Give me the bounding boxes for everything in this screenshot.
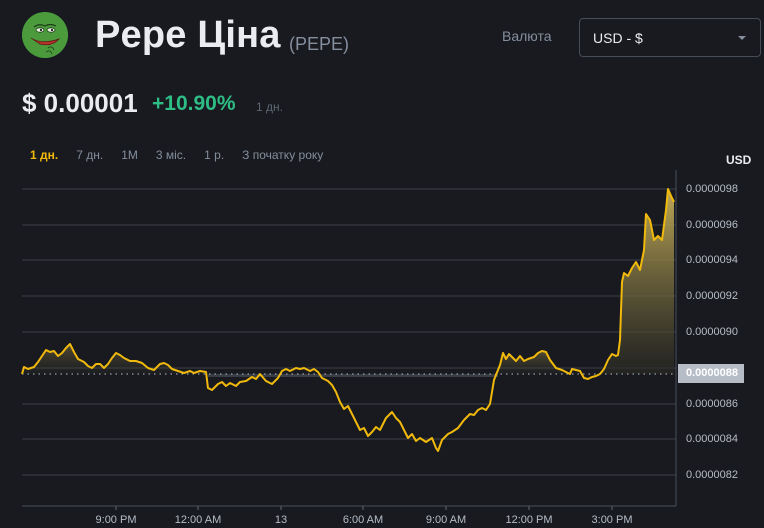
currency-select[interactable]: USD - $ [579,18,761,57]
x-axis-label: 13 [274,514,288,526]
current-price: $ 0.00001 [22,88,138,118]
x-axis-label: 9:00 AM [425,514,467,526]
price-change: +10.90% [152,92,236,115]
y-axis-label: 0.0000098 [686,183,738,195]
y-axis-label: 0.0000086 [686,398,738,410]
tab-1d[interactable]: 1 дн. [30,148,59,162]
tab-1m[interactable]: 1M [121,148,138,162]
y-axis-label: 0.0000084 [686,433,738,445]
tab-3m[interactable]: 3 міс. [155,148,187,162]
coin-symbol: (PEPE) [289,34,350,54]
area-fill [22,344,208,374]
y-axis-label: 0.0000090 [686,326,738,338]
y-axis-label: 0.0000096 [686,219,738,231]
price-line [21,188,675,452]
caret-down-icon [738,36,746,40]
grid-lines [22,188,676,476]
current-price-marker: 0.0000088 [678,364,744,383]
x-axis-label: 12:00 PM [505,514,553,526]
y-axis-label: 0.0000094 [686,254,738,266]
timeframe-tabs: 1 дн. 7 дн. 1M 3 міс. 1 р. З початку рок… [30,148,341,162]
x-axis-label: 6:00 AM [342,514,384,526]
currency-label: Валюта [502,28,552,44]
tab-1y[interactable]: 1 р. [204,148,225,162]
tab-7d[interactable]: 7 дн. [76,148,104,162]
y-axis-label: 0.0000092 [686,290,738,302]
tab-ytd[interactable]: З початку року [242,148,324,162]
x-axis-label: 3:00 PM [591,514,633,526]
x-axis-label: 12:00 AM [174,514,222,526]
change-period: 1 дн. [256,100,283,114]
page-title: Pepe Ціна [95,14,281,56]
x-axis-label: 9:00 PM [95,514,137,526]
y-axis-label: 0.0000082 [686,469,738,481]
currency-select-value: USD - $ [593,29,643,46]
pepe-logo-icon [22,12,68,58]
chart-unit-label: USD [726,153,752,167]
